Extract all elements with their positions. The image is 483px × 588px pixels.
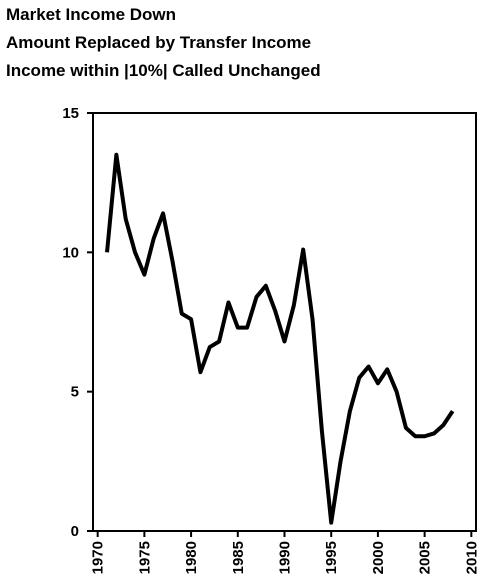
x-tick-label: 1985 [230, 541, 247, 574]
chart-title: Amount Replaced by Transfer Income [6, 33, 311, 52]
chart-title: Income within |10%| Called Unchanged [6, 61, 321, 80]
data-line [105, 152, 455, 525]
x-tick-label: 1990 [277, 541, 294, 574]
x-tick-label: 2000 [370, 541, 387, 574]
plot-frame [92, 112, 477, 532]
x-tick-label: 1980 [183, 541, 200, 574]
y-tick-label: 5 [71, 384, 79, 401]
y-tick-label: 10 [62, 244, 79, 261]
x-tick-label: 1970 [90, 541, 107, 574]
x-tick-label: 1995 [323, 541, 340, 574]
y-tick-label: 15 [62, 105, 79, 122]
x-tick-label: 2005 [417, 541, 434, 574]
y-tick-label: 0 [71, 523, 79, 540]
chart-title: Market Income Down [6, 5, 176, 24]
x-tick-label: 1975 [136, 541, 153, 574]
x-tick-label: 2010 [463, 541, 480, 574]
